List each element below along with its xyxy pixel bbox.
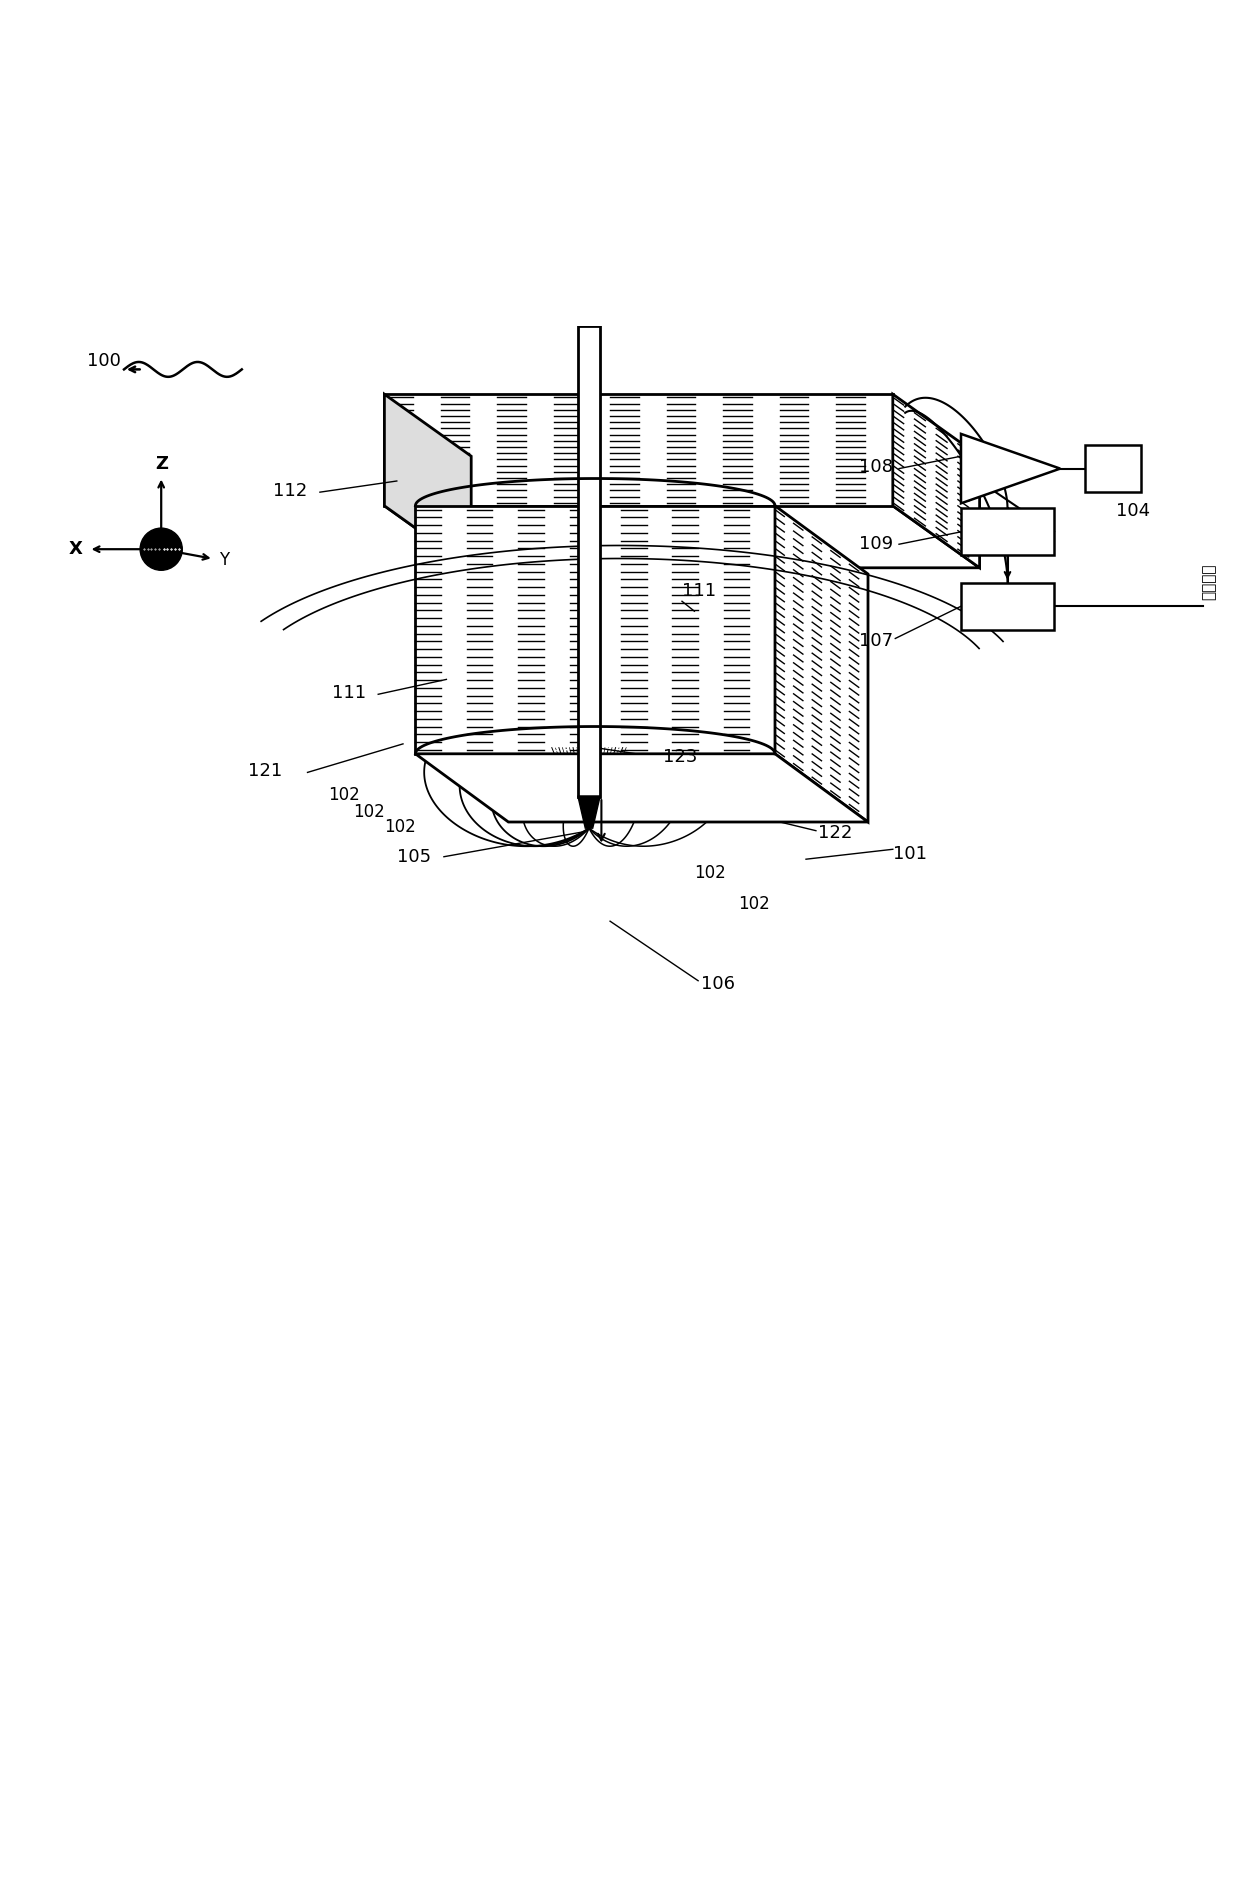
- Text: 102: 102: [329, 785, 361, 804]
- Polygon shape: [893, 394, 980, 568]
- Text: 102: 102: [384, 817, 417, 836]
- Polygon shape: [415, 753, 868, 821]
- Text: 112: 112: [273, 482, 308, 499]
- Text: 111: 111: [332, 685, 367, 702]
- Text: 105: 105: [397, 848, 432, 867]
- Bar: [961, 509, 1054, 556]
- Bar: [961, 583, 1054, 630]
- Polygon shape: [961, 433, 1060, 503]
- Polygon shape: [384, 394, 471, 568]
- Text: 108: 108: [859, 458, 893, 477]
- Text: 122: 122: [818, 825, 853, 842]
- Text: 102: 102: [694, 865, 727, 882]
- Text: Z: Z: [155, 454, 167, 473]
- Circle shape: [140, 528, 182, 569]
- Polygon shape: [578, 325, 600, 797]
- Polygon shape: [775, 505, 868, 821]
- Polygon shape: [415, 505, 775, 753]
- Text: Y: Y: [219, 551, 229, 569]
- Text: 109: 109: [859, 535, 894, 552]
- Polygon shape: [384, 394, 893, 505]
- Bar: [1085, 445, 1141, 492]
- Text: 102: 102: [738, 895, 770, 912]
- Text: 107: 107: [859, 632, 894, 651]
- Text: X: X: [68, 541, 82, 558]
- Text: 数据信号: 数据信号: [1202, 564, 1216, 600]
- Text: 100: 100: [87, 352, 120, 369]
- Polygon shape: [384, 505, 980, 568]
- Text: 111: 111: [682, 583, 717, 600]
- Text: 106: 106: [701, 976, 734, 993]
- Text: 104: 104: [1116, 501, 1151, 520]
- Text: 123: 123: [663, 749, 698, 766]
- Polygon shape: [578, 797, 600, 829]
- Text: 102: 102: [353, 802, 386, 821]
- Text: 121: 121: [248, 762, 283, 780]
- Text: 101: 101: [893, 846, 926, 863]
